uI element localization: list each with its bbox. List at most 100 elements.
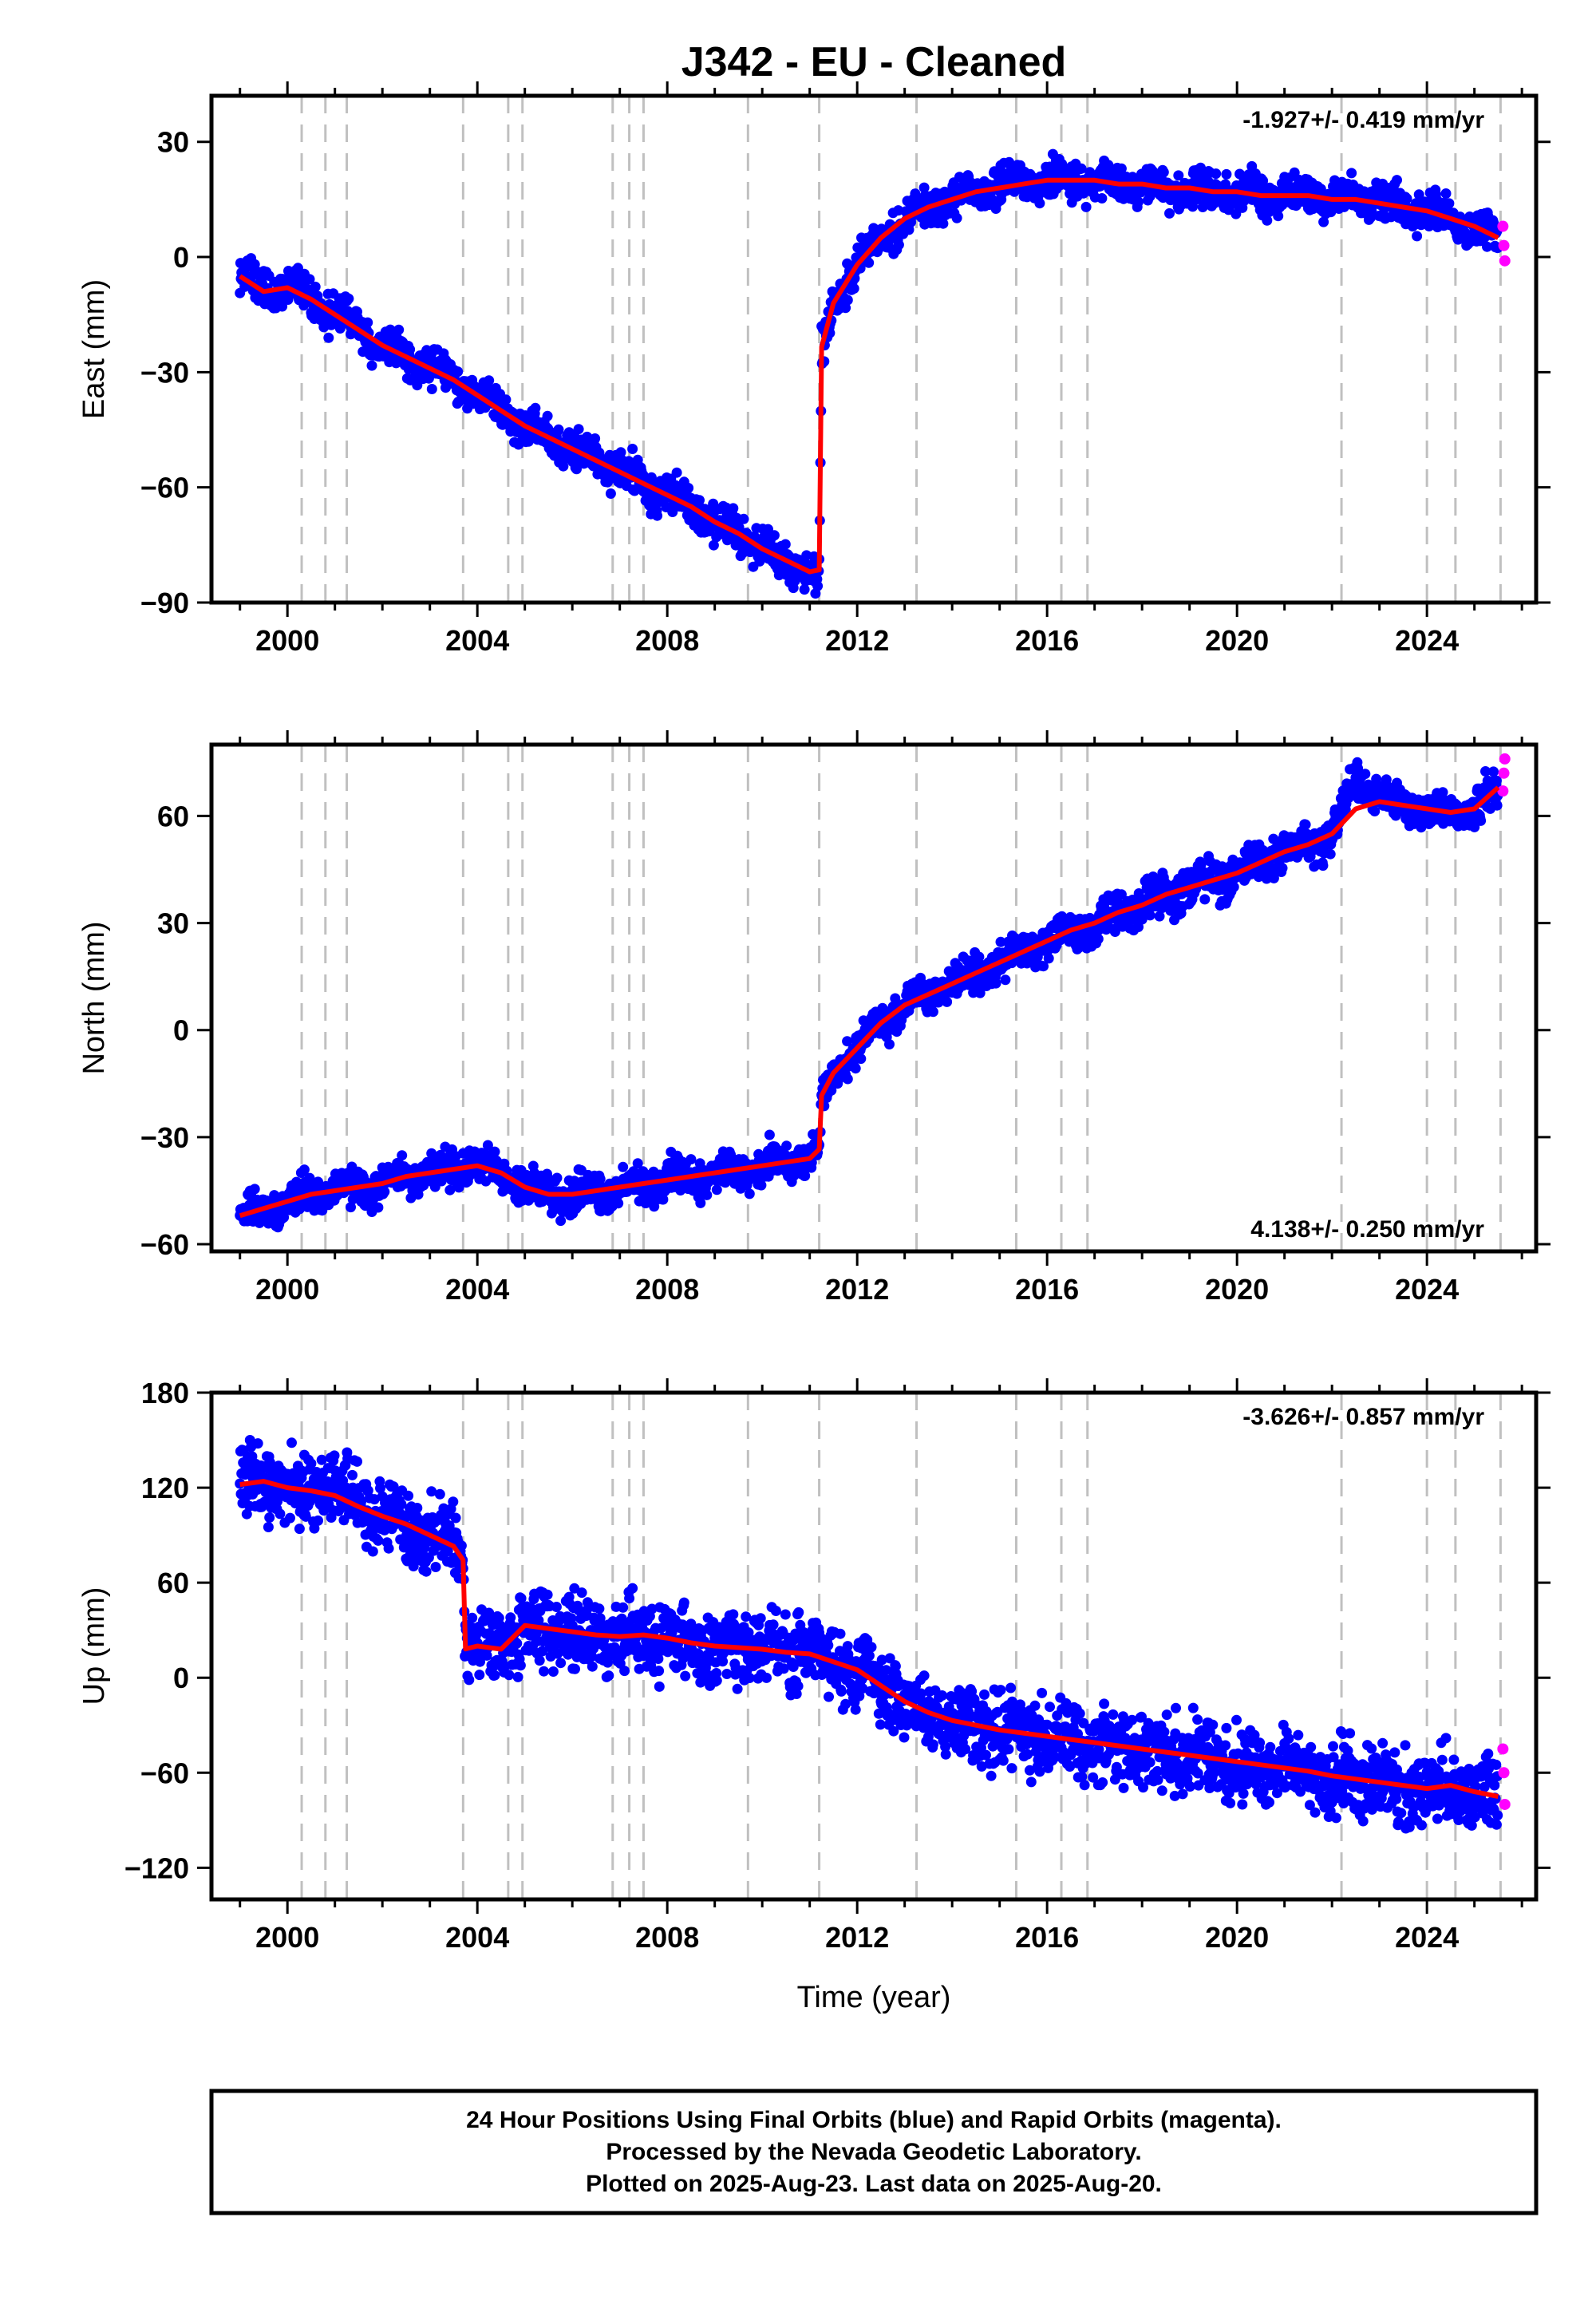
rapid-point [1499, 753, 1511, 765]
rapid-point [1497, 785, 1509, 797]
data-point [1317, 860, 1329, 871]
data-point [1080, 201, 1092, 212]
data-point [1488, 766, 1499, 777]
x-tick-label: 2016 [1015, 1273, 1079, 1306]
data-point [812, 580, 824, 591]
data-point [1315, 184, 1326, 195]
data-point [618, 1161, 629, 1172]
data-point [840, 302, 851, 314]
data-point [938, 218, 949, 229]
data-point [346, 1202, 356, 1213]
x-tick-label: 2000 [255, 1273, 319, 1306]
x-tick-label: 2000 [255, 624, 319, 657]
data-point [1164, 207, 1175, 219]
data-point [393, 324, 405, 335]
data-point [850, 1063, 861, 1074]
data-point [1195, 162, 1206, 173]
data-point [405, 344, 416, 355]
final-orbits-points [235, 148, 1503, 599]
data-point [1318, 216, 1329, 227]
y-tick-label: −60 [140, 1228, 189, 1261]
data-point [1199, 894, 1211, 905]
data-point [373, 1202, 384, 1213]
data-point [249, 1184, 260, 1195]
data-point [942, 996, 953, 1007]
data-point [1000, 974, 1011, 986]
data-point [848, 283, 859, 294]
data-point [1258, 176, 1269, 186]
data-point [842, 1073, 853, 1085]
y-tick-label: 0 [173, 1014, 189, 1047]
data-point [1034, 198, 1045, 209]
x-tick-label: 2004 [445, 1273, 509, 1306]
data-point [555, 1215, 567, 1227]
data-point [728, 503, 739, 514]
data-point [799, 584, 810, 595]
figure-title: J342 - EU - Cleaned [681, 39, 1067, 85]
x-tick-label: 2024 [1395, 1273, 1459, 1306]
data-point [1277, 863, 1288, 874]
data-point [1413, 189, 1424, 200]
data-point [304, 274, 315, 285]
data-point [1144, 910, 1156, 921]
data-point [780, 539, 791, 550]
y-tick-label: −30 [140, 356, 189, 389]
data-point [744, 1188, 755, 1199]
data-point [310, 281, 321, 292]
data-point [671, 467, 682, 478]
data-point [842, 294, 853, 306]
data-point [685, 1154, 697, 1165]
data-point [613, 1198, 624, 1209]
x-tick-label: 2012 [825, 624, 889, 657]
rapid-point [1497, 220, 1509, 232]
data-point [298, 1164, 310, 1176]
data-point [951, 212, 962, 223]
data-point [1491, 800, 1503, 811]
data-point [738, 513, 749, 524]
data-point [1369, 806, 1381, 816]
y-axis-label: North (mm) [77, 921, 111, 1074]
x-tick-label: 2004 [445, 624, 509, 657]
rapid-point [1498, 767, 1510, 779]
x-tick-label: 2008 [635, 1273, 699, 1306]
data-point [1412, 231, 1423, 242]
model-line [239, 177, 1499, 575]
data-point [764, 1129, 775, 1140]
data-point [551, 1172, 563, 1184]
data-point [426, 384, 437, 394]
data-point [652, 510, 663, 521]
data-point [1092, 934, 1104, 944]
data-point [542, 410, 553, 421]
data-point [863, 257, 875, 268]
data-point [362, 317, 373, 328]
x-tick-label: 2008 [635, 624, 699, 657]
y-tick-label: 30 [157, 126, 189, 159]
data-point [484, 375, 495, 386]
data-point [343, 293, 354, 304]
data-point [1133, 196, 1144, 207]
data-point [1158, 167, 1169, 178]
data-point [615, 447, 626, 458]
panel-north: 2000 2004 2008 2012 2016 2020 2024−60−3003060N… [77, 730, 1551, 1306]
data-point [1346, 168, 1357, 179]
data-point [1076, 163, 1087, 174]
final-orbits-points [235, 757, 1503, 1233]
y-tick-label: −30 [140, 1121, 189, 1154]
data-point [379, 1186, 390, 1197]
data-point [397, 1150, 408, 1161]
data-point [1220, 179, 1231, 190]
data-point [1173, 170, 1184, 181]
data-point [1401, 193, 1412, 204]
data-point [1482, 241, 1492, 252]
data-point [489, 1146, 500, 1157]
x-tick-label: 2020 [1205, 624, 1269, 657]
data-point [571, 464, 582, 475]
y-tick-label: −90 [140, 587, 189, 619]
data-point [1476, 815, 1487, 826]
x-tick-label: 2020 [1205, 1273, 1269, 1306]
data-point [1273, 211, 1284, 222]
data-point [1116, 163, 1127, 174]
y-tick-label: 0 [173, 241, 189, 274]
data-point [1262, 215, 1273, 226]
